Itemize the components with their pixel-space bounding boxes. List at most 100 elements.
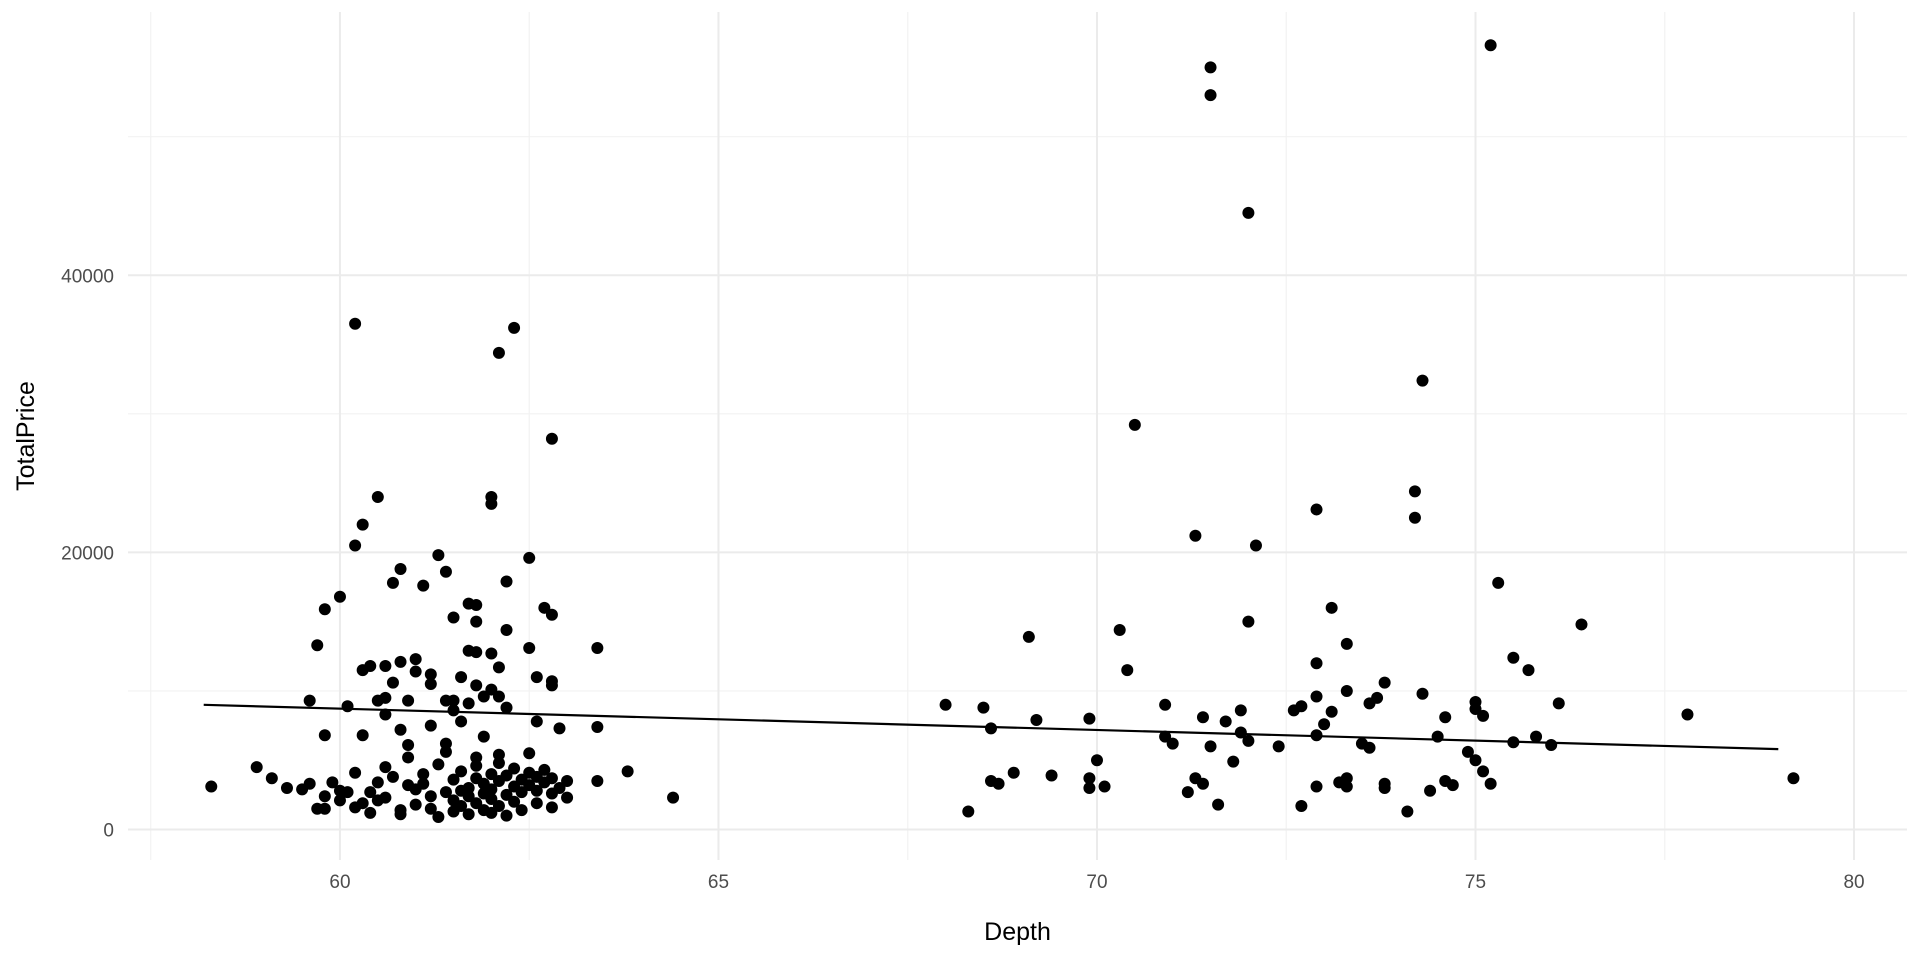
data-point <box>462 697 475 710</box>
data-point <box>1484 777 1497 790</box>
data-point <box>561 791 574 804</box>
data-point <box>356 518 369 531</box>
data-point <box>424 668 437 681</box>
data-point <box>318 790 331 803</box>
data-point <box>530 784 543 797</box>
data-point <box>1378 676 1391 689</box>
data-point <box>417 768 430 781</box>
x-tick-label: 75 <box>1465 872 1486 893</box>
data-point <box>205 780 218 793</box>
data-point <box>333 794 346 807</box>
data-point <box>470 797 483 810</box>
data-point <box>1310 503 1323 516</box>
data-point <box>545 432 558 445</box>
data-point <box>500 809 513 822</box>
data-point <box>379 660 392 673</box>
data-point <box>1378 781 1391 794</box>
data-point <box>553 781 566 794</box>
data-point <box>462 790 475 803</box>
data-point <box>470 679 483 692</box>
data-point <box>1083 772 1096 785</box>
data-point <box>1295 799 1308 812</box>
data-point <box>985 722 998 735</box>
data-point <box>515 786 528 799</box>
data-point <box>356 797 369 810</box>
data-point <box>545 608 558 621</box>
data-point <box>439 745 452 758</box>
data-point <box>424 719 437 732</box>
data-point <box>477 690 490 703</box>
data-point <box>1318 718 1331 731</box>
data-point <box>1121 664 1134 677</box>
data-point <box>447 704 460 717</box>
data-point <box>1204 740 1217 753</box>
data-point <box>1310 657 1323 670</box>
data-point <box>409 653 422 666</box>
data-point <box>364 786 377 799</box>
data-point <box>1325 705 1338 718</box>
data-point <box>492 748 505 761</box>
data-point <box>349 317 362 330</box>
data-point <box>1242 615 1255 628</box>
data-point <box>1492 576 1505 589</box>
data-point <box>462 781 475 794</box>
data-point <box>1681 708 1694 721</box>
data-point <box>977 701 990 714</box>
data-point <box>561 775 574 788</box>
data-point <box>402 694 415 707</box>
data-point <box>992 777 1005 790</box>
data-point <box>1416 374 1429 387</box>
data-point <box>303 777 316 790</box>
data-point <box>523 747 536 760</box>
data-point <box>386 576 399 589</box>
data-point <box>379 761 392 774</box>
data-point <box>349 766 362 779</box>
data-point <box>417 579 430 592</box>
x-tick-label: 80 <box>1843 872 1864 893</box>
data-point <box>356 729 369 742</box>
data-point <box>1424 784 1437 797</box>
data-point <box>1363 741 1376 754</box>
data-point <box>545 679 558 692</box>
data-point <box>470 599 483 612</box>
data-point <box>538 763 551 776</box>
data-point <box>591 642 604 654</box>
data-point <box>409 665 422 678</box>
data-point <box>402 751 415 764</box>
data-point <box>477 730 490 743</box>
data-point <box>485 806 498 819</box>
data-point <box>1416 687 1429 700</box>
data-point <box>1098 780 1111 793</box>
data-point <box>508 762 521 775</box>
data-point <box>1408 511 1421 524</box>
data-point <box>1212 798 1225 811</box>
data-point <box>1181 786 1194 799</box>
data-point <box>485 793 498 806</box>
data-point <box>1469 754 1482 767</box>
data-point <box>303 694 316 707</box>
data-point <box>1166 737 1179 750</box>
data-point <box>470 615 483 628</box>
data-point <box>341 786 354 799</box>
data-point <box>1401 805 1414 818</box>
data-point <box>409 798 422 811</box>
data-point <box>621 765 634 778</box>
data-point <box>1204 61 1217 74</box>
data-point <box>1196 777 1209 790</box>
data-point <box>455 715 468 728</box>
data-point <box>333 590 346 603</box>
data-point <box>1522 664 1535 677</box>
data-point <box>1022 630 1035 643</box>
data-point <box>591 720 604 733</box>
x-tick-label: 70 <box>1086 872 1107 893</box>
data-point <box>545 801 558 814</box>
data-point <box>1477 709 1490 722</box>
data-point <box>1325 601 1338 614</box>
data-point <box>492 661 505 674</box>
data-point <box>364 660 377 673</box>
data-point <box>530 797 543 810</box>
data-point <box>1219 715 1232 728</box>
data-point <box>500 701 513 714</box>
data-point <box>1408 485 1421 498</box>
data-point <box>432 549 445 562</box>
